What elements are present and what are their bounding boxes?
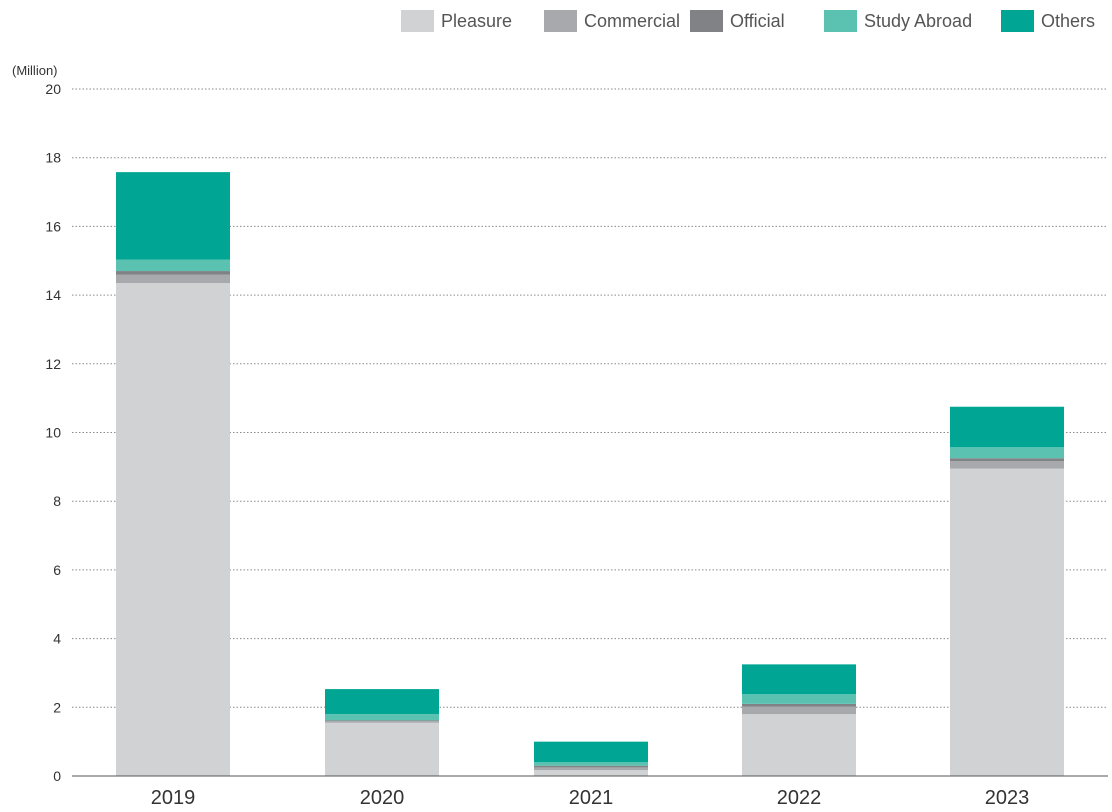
- bar-segment-commercial: [116, 274, 230, 284]
- bar-stack-2020: [325, 689, 439, 776]
- legend-swatch: [401, 10, 434, 32]
- x-tick-label: 2019: [151, 787, 196, 809]
- bar-segment-pleasure: [742, 714, 856, 776]
- gridlines: [72, 88, 1108, 708]
- bar-segment-official: [742, 703, 856, 707]
- legend-item-commercial: Commercial: [544, 10, 680, 32]
- bar-segment-study-abroad: [116, 259, 230, 272]
- bar-segment-pleasure: [116, 283, 230, 776]
- y-tick-label: 12: [45, 356, 61, 372]
- y-tick-label: 10: [45, 425, 61, 441]
- legend-swatch: [544, 10, 577, 32]
- legend-label: Commercial: [584, 11, 680, 31]
- bar-stack-2021: [534, 741, 648, 776]
- y-tick-label: 14: [45, 287, 61, 303]
- bar-segment-commercial: [950, 461, 1064, 469]
- y-axis-ticks: 0 2 4 6 8 10 12 14 16 18 20: [45, 81, 61, 784]
- bar-segment-study-abroad: [742, 694, 856, 704]
- bar-segment-others: [116, 172, 230, 260]
- y-tick-label: 0: [53, 768, 61, 784]
- y-tick-label: 8: [53, 493, 61, 509]
- bar-segment-official: [950, 458, 1064, 462]
- y-unit-label: (Million): [12, 63, 58, 78]
- bar-segment-commercial: [534, 767, 648, 771]
- bar-segment-official: [116, 271, 230, 275]
- bar-segment-study-abroad: [534, 762, 648, 766]
- legend-item-official: Official: [690, 10, 785, 32]
- bar-segment-pleasure: [534, 770, 648, 776]
- bar-segment-commercial: [325, 721, 439, 723]
- legend-item-others: Others: [1001, 10, 1095, 32]
- legend-swatch: [1001, 10, 1034, 32]
- legend-swatch: [690, 10, 723, 32]
- bar-segment-study-abroad: [325, 714, 439, 721]
- legend-item-pleasure: Pleasure: [401, 10, 512, 32]
- y-tick-label: 4: [53, 631, 61, 647]
- legend-item-study-abroad: Study Abroad: [824, 10, 972, 32]
- legend-label: Official: [730, 11, 785, 31]
- bar-segment-others: [950, 406, 1064, 448]
- legend-label: Pleasure: [441, 11, 512, 31]
- x-tick-label: 2022: [777, 787, 822, 809]
- bar-segment-pleasure: [950, 468, 1064, 776]
- bar-segment-official: [534, 765, 648, 768]
- bar-segment-pleasure: [325, 722, 439, 776]
- x-tick-label: 2023: [985, 787, 1030, 809]
- bar-stack-2019: [116, 172, 230, 776]
- bar-segment-others: [534, 741, 648, 763]
- bar-segment-study-abroad: [950, 447, 1064, 459]
- y-tick-label: 6: [53, 562, 61, 578]
- x-axis-ticks: 2019 2020 2021 2022 2023: [151, 787, 1030, 809]
- legend: Pleasure Commercial Official Study Abroad Ot…: [401, 10, 1095, 32]
- legend-swatch: [824, 10, 857, 32]
- x-tick-label: 2020: [360, 787, 405, 809]
- y-tick-label: 2: [53, 699, 61, 715]
- bar-stack-2022: [742, 664, 856, 776]
- x-tick-label: 2021: [569, 787, 614, 809]
- y-tick-label: 18: [45, 150, 61, 166]
- y-tick-label: 16: [45, 218, 61, 234]
- bar-segment-others: [742, 664, 856, 695]
- legend-label: Others: [1041, 11, 1095, 31]
- bar-segment-official: [325, 720, 439, 722]
- bar-stack-2023: [950, 406, 1064, 776]
- bar-segment-commercial: [742, 706, 856, 715]
- bar-segment-others: [325, 689, 439, 715]
- y-tick-label: 20: [45, 81, 61, 97]
- bars: [116, 172, 1064, 776]
- legend-label: Study Abroad: [864, 11, 972, 31]
